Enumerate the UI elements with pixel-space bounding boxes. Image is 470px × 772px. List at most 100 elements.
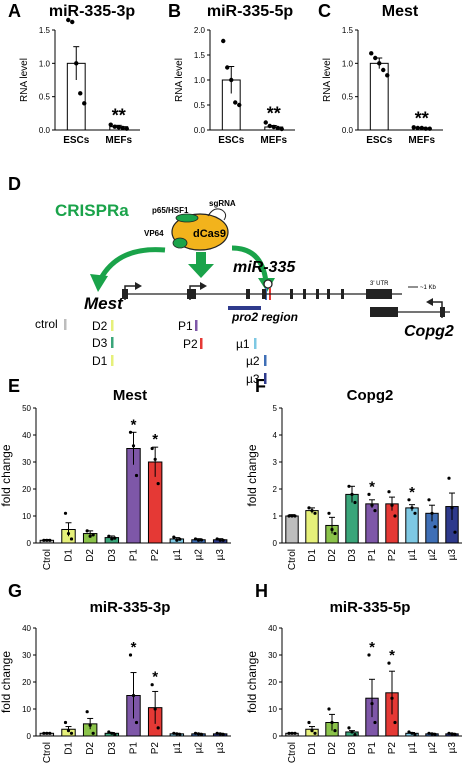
mest-exon-1: [122, 289, 128, 299]
data-point: [63, 511, 68, 515]
data-point: [178, 732, 182, 736]
significance-mark: *: [152, 431, 158, 448]
x-tick-label: D2: [327, 742, 338, 755]
data-point: [193, 537, 198, 541]
data-point: [237, 102, 242, 108]
significance-mark: *: [369, 639, 375, 656]
copg2-tss-arrow: [432, 301, 443, 318]
data-point: [221, 38, 226, 44]
y-tick-label: 1.0: [342, 59, 354, 68]
data-point: [453, 732, 457, 736]
sgrna-strand: [207, 208, 227, 221]
y-tick-label: 30: [22, 458, 31, 467]
data-point: [433, 732, 437, 736]
x-tick-label: D3: [107, 742, 118, 755]
data-point: [108, 122, 113, 127]
data-point: [229, 77, 234, 83]
data-point: [199, 732, 204, 736]
data-point: [48, 538, 52, 542]
y-tick-label: 0.5: [194, 101, 206, 110]
y-axis-label: RNA level: [322, 58, 333, 102]
data-point: [387, 661, 391, 665]
utr-label: 3' UTR: [370, 281, 389, 287]
x-tick-label: ESCs: [63, 135, 90, 146]
mir335-hairpin: [263, 279, 273, 289]
x-tick-label: MEFs: [260, 135, 287, 146]
data-point: [63, 720, 68, 725]
guide-p2-bar: [200, 338, 203, 349]
guide-u2-label: µ2: [246, 354, 260, 368]
data-point: [199, 538, 204, 542]
chart-f-copg2-fold: Copg2 fold change 0 1 2 3 4 5 Ctrol D1 D2 D3 P1 P2 µ1 µ…: [245, 387, 462, 570]
chart-title: Copg2: [347, 387, 394, 404]
data-point: [156, 726, 160, 730]
guide-u1-label: µ1: [236, 337, 250, 351]
x-tick-label: µ2: [427, 742, 438, 754]
scale-label: ~1 Kb: [420, 285, 437, 291]
vp64-domain: [172, 237, 188, 249]
y-tick-label: 0: [27, 732, 32, 741]
y-tick-label: 1.5: [194, 51, 206, 60]
data-point: [427, 126, 432, 131]
vp64-label: VP64: [144, 229, 164, 238]
y-tick-label: 40: [22, 431, 31, 440]
x-tick-label: Ctrol: [287, 742, 298, 763]
chart-title: miR-335-5p: [330, 599, 411, 616]
significance-mark: **: [415, 108, 429, 128]
guide-d3-label: D3: [92, 336, 108, 350]
dcas9-label: dCas9: [193, 228, 226, 240]
data-point: [287, 514, 291, 518]
data-point: [221, 732, 225, 736]
pro2-region-label: pro2 region: [231, 310, 298, 324]
data-point: [370, 702, 374, 706]
y-tick-label: 1.0: [194, 76, 206, 85]
panel-letter-h: H: [255, 581, 268, 601]
x-tick-label: MEFs: [105, 135, 132, 146]
x-tick-label: Ctrol: [287, 549, 298, 570]
guide-u3-label: µ3: [246, 372, 260, 386]
data-point: [427, 731, 431, 735]
y-tick-label: 4: [273, 431, 278, 440]
guide-d2-bar: [111, 320, 114, 331]
data-point: [413, 733, 417, 737]
y-tick-label: 40: [268, 624, 277, 633]
data-point: [128, 653, 133, 657]
panel-letter-g: G: [8, 581, 22, 601]
data-point: [373, 55, 378, 61]
bar: [369, 62, 389, 131]
y-tick-label: 1.0: [39, 59, 51, 68]
x-tick-label: MEFs: [408, 135, 435, 146]
data-point: [267, 123, 272, 129]
guide-p1-bar: [195, 320, 198, 331]
sgrna-label: sgRNA: [209, 199, 236, 208]
data-point: [107, 730, 111, 734]
pro2-region-bar: [228, 306, 261, 310]
data-point: [172, 731, 176, 735]
mest-exon-8: [327, 289, 330, 299]
p65-hsf1-label: p65/HSF1: [152, 206, 189, 215]
data-point: [215, 731, 219, 735]
data-point: [287, 731, 291, 735]
data-point: [221, 538, 225, 542]
guide-p2-label: P2: [183, 337, 198, 351]
data-point: [393, 514, 397, 518]
data-point: [134, 473, 139, 478]
y-tick-label: 1.5: [342, 26, 354, 35]
data-point: [66, 17, 71, 23]
y-axis-label: fold change: [0, 444, 13, 506]
data-point: [327, 707, 331, 711]
data-point: [390, 696, 394, 700]
data-point: [307, 720, 311, 725]
data-point: [66, 531, 71, 536]
guide-p1-label: P1: [178, 319, 193, 333]
mest-exon-7: [316, 289, 319, 299]
data-point: [113, 536, 117, 540]
guide-ctrol-label: ctrol: [35, 317, 58, 331]
data-point: [193, 731, 198, 735]
mest-exon-9: [341, 289, 344, 299]
significance-mark: **: [267, 104, 281, 124]
panel-letter-f: F: [255, 376, 266, 396]
x-tick-label: D3: [107, 549, 118, 562]
y-tick-label: 30: [22, 651, 31, 660]
data-point: [91, 533, 95, 537]
